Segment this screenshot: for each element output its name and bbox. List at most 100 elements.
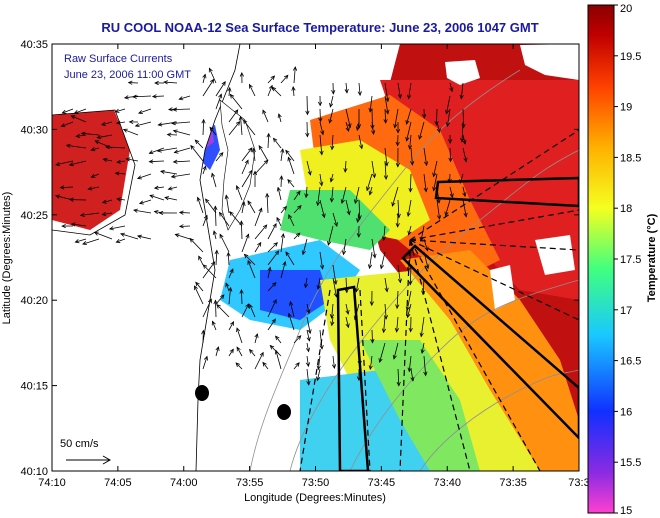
current-vector-head: [270, 75, 276, 81]
current-vector-head: [345, 309, 350, 315]
current-vector: [409, 173, 412, 192]
current-vector-head: [463, 157, 468, 163]
current-vector-head: [123, 95, 129, 100]
current-vector-head: [61, 109, 67, 114]
current-vector-head: [462, 192, 467, 198]
current-vector: [383, 225, 386, 241]
current-vector-head: [395, 141, 400, 147]
current-vector-head: [228, 286, 233, 292]
current-vector-head: [408, 327, 413, 333]
current-vector-head: [305, 347, 311, 353]
current-vector-head: [196, 196, 201, 202]
current-vector-head: [132, 94, 137, 99]
current-vector-head: [405, 136, 410, 142]
current-vector: [319, 329, 323, 349]
current-vector-head: [285, 251, 290, 257]
current-vector: [215, 294, 225, 305]
current-vector-head: [156, 148, 162, 153]
current-vector: [69, 160, 87, 166]
colorbar-tick-label: 20: [620, 3, 632, 15]
current-vector-head: [209, 126, 214, 132]
current-vector: [171, 173, 191, 178]
inset-label-currents: Raw Surface Currents: [64, 53, 173, 65]
current-vector-head: [114, 171, 120, 176]
current-vector-head: [347, 123, 352, 129]
current-vector: [384, 95, 389, 114]
current-vector-head: [241, 201, 246, 207]
current-vector-head: [108, 226, 114, 231]
current-vector-head: [368, 190, 373, 196]
current-vector: [407, 303, 412, 318]
current-vector: [71, 223, 87, 227]
current-vector-head: [229, 268, 234, 274]
current-vector-head: [68, 197, 74, 202]
current-vector-head: [201, 118, 206, 124]
current-vector: [358, 82, 361, 96]
current-vector: [173, 130, 191, 136]
current-vector-head: [267, 266, 272, 272]
cloud-patch: [535, 235, 575, 275]
current-vector: [345, 277, 348, 293]
current-vector-head: [61, 223, 66, 229]
current-vector-head: [423, 371, 428, 377]
current-vector-head: [384, 161, 389, 167]
current-vector: [433, 173, 438, 191]
current-vector-head: [229, 348, 234, 354]
current-vector: [194, 285, 204, 305]
current-vector: [241, 289, 243, 305]
current-vector: [277, 187, 282, 201]
current-vector-head: [420, 349, 425, 355]
current-vector-head: [215, 346, 220, 352]
current-vector: [449, 186, 453, 198]
current-vector-head: [248, 83, 253, 89]
current-vector-head: [330, 145, 335, 151]
current-vector-head: [226, 251, 231, 257]
current-vector-head: [211, 320, 216, 326]
current-vector-head: [331, 89, 336, 95]
current-vector: [278, 113, 282, 123]
current-vector: [293, 66, 296, 84]
current-vector-head: [407, 230, 412, 236]
current-vector-head: [285, 149, 290, 155]
current-vector: [80, 212, 100, 216]
current-vector: [154, 186, 165, 189]
current-vector: [133, 209, 152, 214]
current-vector: [109, 225, 126, 230]
current-vector: [254, 352, 264, 370]
current-vector: [327, 225, 334, 246]
current-vector-head: [306, 336, 311, 342]
current-vector: [345, 108, 351, 128]
current-vector-head: [105, 145, 110, 150]
current-vector-head: [436, 128, 441, 134]
current-vector-head: [341, 250, 347, 256]
current-vector: [329, 95, 334, 107]
current-vector: [219, 234, 230, 253]
current-vector: [384, 147, 388, 166]
current-vector: [423, 173, 427, 192]
current-vector-head: [269, 344, 275, 350]
current-vector: [228, 349, 234, 357]
current-vector: [195, 139, 204, 149]
x-tick-label: 73:3: [568, 477, 589, 489]
current-vector-head: [271, 318, 276, 324]
current-vector-head: [164, 196, 170, 201]
current-vector-head: [82, 241, 87, 246]
current-vector: [423, 355, 427, 376]
current-vector-head: [194, 139, 200, 145]
current-vector-head: [213, 205, 218, 211]
current-vector: [306, 355, 309, 367]
current-vector-head: [432, 172, 437, 178]
current-vector: [329, 108, 334, 124]
current-vector: [82, 238, 100, 245]
current-vector: [228, 268, 234, 279]
current-vector-head: [303, 283, 309, 289]
current-vector: [446, 95, 451, 114]
current-vector: [280, 233, 284, 253]
current-vector: [356, 121, 360, 131]
current-vector: [436, 121, 440, 133]
current-vector-head: [282, 260, 287, 266]
current-vector: [392, 186, 399, 207]
current-vector: [384, 82, 389, 102]
current-vector-head: [287, 156, 292, 162]
current-vector-head: [229, 93, 235, 99]
